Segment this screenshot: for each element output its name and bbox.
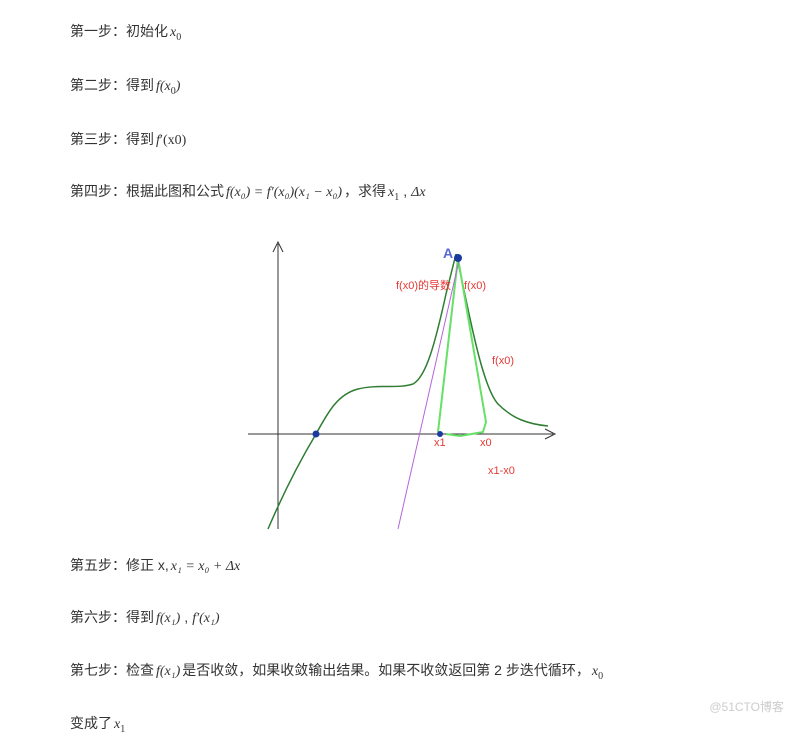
math-equation: f(x₀) = f′(x₀)(x₁ − x₀) [224, 182, 344, 204]
math-fpx1: f′(x₁) [190, 608, 221, 630]
step-7-prefix: 第七步：检查 [70, 659, 154, 681]
math-fx0: f(x0) [154, 76, 182, 100]
step-7-suffix: 变成了 [70, 712, 112, 734]
label-fx0-top: f(x0) [464, 280, 486, 292]
step-1-label: 第一步：初始化 [70, 20, 168, 42]
label-x1: x1 [434, 437, 446, 449]
sep2: , [182, 606, 190, 628]
chart-svg: A f(x0)的导数 f(x0) f(x0) x1 x0 x1-x0 [228, 234, 568, 534]
step-7: 第七步：检查 f(x₁) 是否收敛，如果收敛输出结果。如果不收敛返回第 2 步迭… [70, 659, 726, 685]
tangent-line [398, 256, 460, 529]
step-2: 第二步：得到 f(x0) [70, 74, 726, 100]
sep: , [401, 180, 409, 202]
label-x0: x0 [480, 437, 492, 449]
label-fx0-side: f(x0) [492, 355, 514, 367]
point-a [454, 254, 462, 262]
step-1: 第一步：初始化 x0 [70, 20, 726, 46]
step-5: 第五步：修正 x, x₁ = x₀ + Δx [70, 554, 726, 578]
label-diff: x1-x0 [488, 465, 515, 477]
step-6-label: 第六步：得到 [70, 606, 154, 628]
newton-method-chart: A f(x0)的导数 f(x0) f(x0) x1 x0 x1-x0 [228, 234, 568, 534]
step-2-label: 第二步：得到 [70, 74, 154, 96]
step-4-label: 第四步：根据此图和公式 [70, 180, 224, 202]
math-fprime-x0: f′(x0) [154, 130, 188, 152]
watermark: @51CTO博客 [709, 698, 784, 715]
step-7-mid: 是否收敛，如果收敛输出结果。如果不收敛返回第 2 步迭代循环， [182, 659, 590, 681]
step-3: 第三步：得到 f′(x0) [70, 128, 726, 152]
math-x1-end: x1 [112, 714, 127, 738]
math-update: x₁ = x₀ + Δx [169, 556, 243, 578]
math-dx: Δx [409, 182, 427, 204]
math-x0-end: x0 [590, 661, 605, 685]
step-4: 第四步：根据此图和公式 f(x₀) = f′(x₀)(x₁ − x₀) ，求得 … [70, 180, 726, 206]
step-4-mid: ，求得 [344, 180, 386, 202]
step-7b: 变成了 x1 [70, 712, 726, 738]
math-x1: x1 [386, 182, 401, 206]
point-root [313, 430, 320, 437]
step-5-label: 第五步：修正 x, [70, 554, 169, 576]
math-fx1-check: f(x₁) [154, 661, 182, 683]
math-fx1: f(x₁) [154, 608, 182, 630]
step-3-label: 第三步：得到 [70, 128, 154, 150]
math-x0: x0 [168, 22, 183, 46]
label-derivative: f(x0)的导数 [396, 278, 451, 292]
label-a: A [443, 245, 453, 261]
function-curve [268, 254, 548, 529]
step-6: 第六步：得到 f(x₁) , f′(x₁) [70, 606, 726, 630]
